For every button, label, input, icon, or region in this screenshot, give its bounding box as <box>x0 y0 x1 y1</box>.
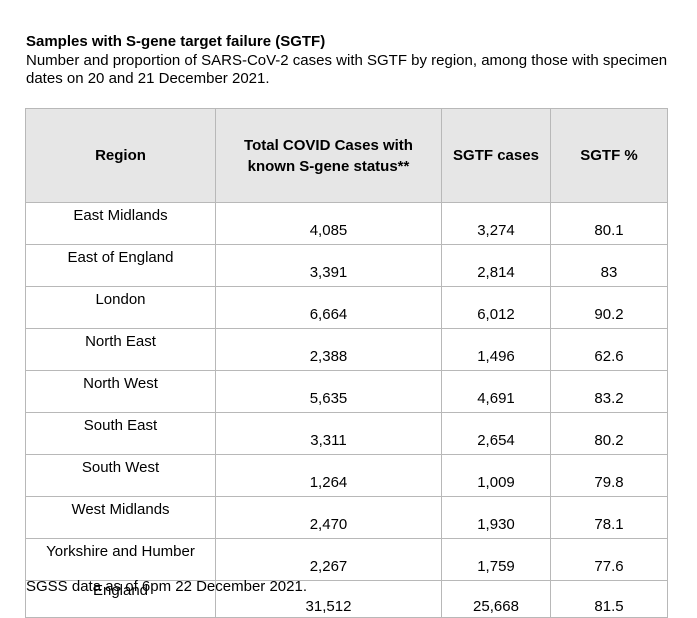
region-cell: East of England <box>25 244 216 287</box>
sgtf-cases-cell: 25,668 <box>441 580 551 618</box>
document-subtitle: Number and proportion of SARS-CoV-2 case… <box>26 52 668 87</box>
sgtf-cases-cell: 1,930 <box>441 496 551 539</box>
header-region: Region <box>25 108 216 203</box>
region-cell: North East <box>25 328 216 371</box>
data-source-footnote: SGSS data as of 6pm 22 December 2021. <box>26 578 307 595</box>
sgtf-cases-cell: 2,814 <box>441 244 551 287</box>
region-cell: England <box>25 580 216 618</box>
sgtf-cases-cell: 1,009 <box>441 454 551 497</box>
table-row: East Midlands 4,085 3,274 80.1 <box>25 202 668 245</box>
sgtf-cases-cell: 1,759 <box>441 538 551 581</box>
sgtf-percent-cell: 90.2 <box>550 286 668 329</box>
table-header-row: Region Total COVID Cases with known S-ge… <box>25 108 668 203</box>
sgtf-cases-cell: 4,691 <box>441 370 551 413</box>
total-cases-cell: 4,085 <box>215 202 442 245</box>
region-cell: North West <box>25 370 216 413</box>
sgtf-percent-cell: 77.6 <box>550 538 668 581</box>
sgtf-percent-cell: 83.2 <box>550 370 668 413</box>
region-cell: South East <box>25 412 216 455</box>
sgtf-percent-cell: 80.1 <box>550 202 668 245</box>
table-row: North East 2,388 1,496 62.6 <box>25 328 668 371</box>
sgtf-percent-cell: 81.5 <box>550 580 668 618</box>
total-cases-cell: 6,664 <box>215 286 442 329</box>
total-cases-cell: 1,264 <box>215 454 442 497</box>
header-total-cases: Total COVID Cases with known S-gene stat… <box>215 108 442 203</box>
region-cell: South West <box>25 454 216 497</box>
region-cell: West Midlands <box>25 496 216 539</box>
header-total-cases-line1: Total COVID Cases with <box>244 136 413 154</box>
total-cases-cell: 3,311 <box>215 412 442 455</box>
table-row: North West 5,635 4,691 83.2 <box>25 370 668 413</box>
table-row: Yorkshire and Humber 2,267 1,759 77.6 <box>25 538 668 581</box>
total-cases-cell: 31,512 <box>215 580 442 618</box>
table-row: South West 1,264 1,009 79.8 <box>25 454 668 497</box>
sgtf-percent-cell: 62.6 <box>550 328 668 371</box>
header-sgtf-cases: SGTF cases <box>441 108 551 203</box>
total-cases-cell: 2,267 <box>215 538 442 581</box>
sgtf-cases-cell: 1,496 <box>441 328 551 371</box>
sgtf-percent-cell: 83 <box>550 244 668 287</box>
table-row: West Midlands 2,470 1,930 78.1 <box>25 496 668 539</box>
sgtf-region-table: Region Total COVID Cases with known S-ge… <box>25 108 668 618</box>
sgtf-percent-cell: 79.8 <box>550 454 668 497</box>
table-row: East of England 3,391 2,814 83 <box>25 244 668 287</box>
table-row: South East 3,311 2,654 80.2 <box>25 412 668 455</box>
sgtf-cases-cell: 2,654 <box>441 412 551 455</box>
document-title: Samples with S-gene target failure (SGTF… <box>26 33 326 50</box>
region-cell: London <box>25 286 216 329</box>
sgtf-cases-cell: 3,274 <box>441 202 551 245</box>
header-total-cases-line2: known S-gene status** <box>247 157 410 175</box>
table-total-row: England 31,512 25,668 81.5 <box>25 580 668 618</box>
table-row: London 6,664 6,012 90.2 <box>25 286 668 329</box>
total-cases-cell: 2,470 <box>215 496 442 539</box>
total-cases-cell: 5,635 <box>215 370 442 413</box>
total-cases-cell: 3,391 <box>215 244 442 287</box>
sgtf-percent-cell: 78.1 <box>550 496 668 539</box>
header-sgtf-percent: SGTF % <box>550 108 668 203</box>
region-cell: East Midlands <box>25 202 216 245</box>
region-cell: Yorkshire and Humber <box>25 538 216 581</box>
sgtf-cases-cell: 6,012 <box>441 286 551 329</box>
total-cases-cell: 2,388 <box>215 328 442 371</box>
sgtf-percent-cell: 80.2 <box>550 412 668 455</box>
